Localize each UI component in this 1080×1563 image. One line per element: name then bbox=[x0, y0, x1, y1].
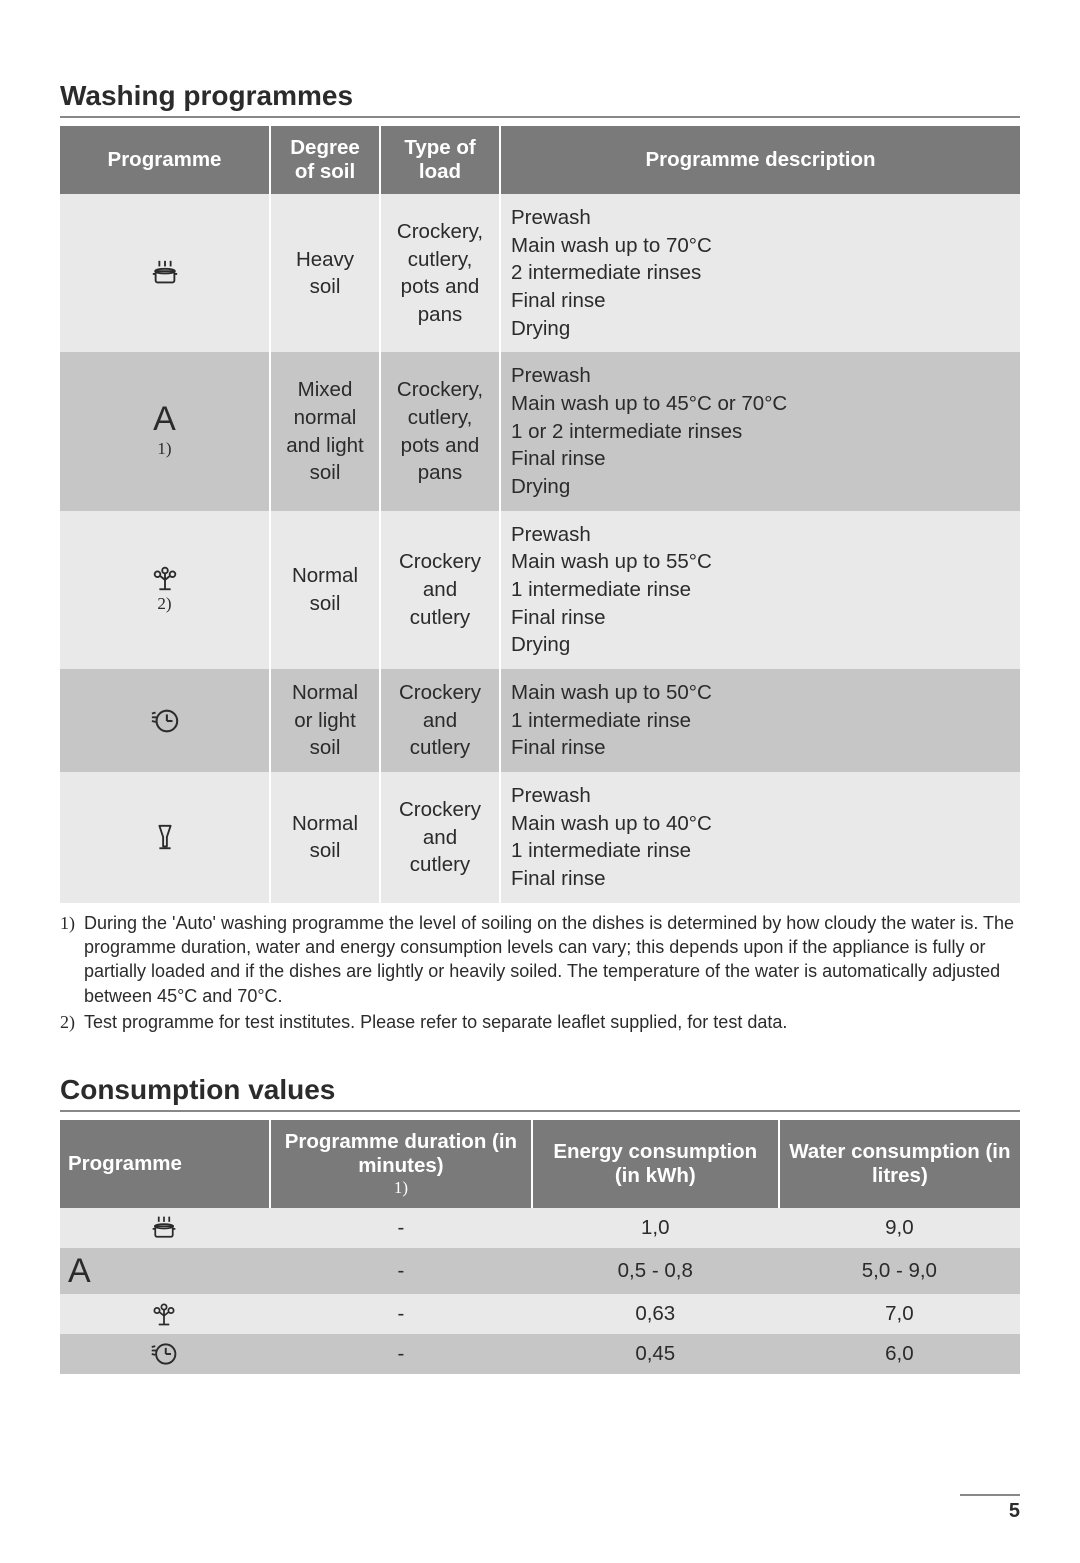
description-cell: PrewashMain wash up to 40°C1 intermediat… bbox=[500, 772, 1020, 903]
duration-cell: - bbox=[270, 1334, 532, 1374]
page-number: 5 bbox=[960, 1494, 1020, 1523]
soil-cell: Mixed normal and light soil bbox=[270, 352, 380, 510]
glass-icon bbox=[150, 822, 180, 852]
description-cell: PrewashMain wash up to 70°C2 intermediat… bbox=[500, 194, 1020, 352]
water-cell: 7,0 bbox=[779, 1294, 1020, 1334]
table-header-row: Programme Degree of soil Type of load Pr… bbox=[60, 126, 1020, 194]
soil-cell: Normal soil bbox=[270, 511, 380, 669]
consumption-values-heading: Consumption values bbox=[60, 1074, 1020, 1112]
washing-programmes-body: Heavy soilCrockery, cutlery, pots and pa… bbox=[60, 194, 1020, 903]
load-cell: Crockery and cutlery bbox=[380, 669, 500, 772]
programme-cell bbox=[60, 669, 270, 772]
soil-cell: Normal or light soil bbox=[270, 669, 380, 772]
programme-footnote-ref: 1) bbox=[70, 438, 259, 461]
col-programme: Programme bbox=[60, 1120, 270, 1208]
auto-programme-icon: А bbox=[153, 400, 176, 438]
footnote-number: 2) bbox=[60, 1010, 84, 1034]
footnote-text: During the 'Auto' washing programme the … bbox=[84, 911, 1020, 1008]
table-row: Heavy soilCrockery, cutlery, pots and pa… bbox=[60, 194, 1020, 352]
energy-cell: 0,5 - 0,8 bbox=[532, 1248, 779, 1294]
washing-programmes-table: Programme Degree of soil Type of load Pr… bbox=[60, 126, 1020, 903]
load-cell: Crockery and cutlery bbox=[380, 511, 500, 669]
col-energy: Energy consumption (in kWh) bbox=[532, 1120, 779, 1208]
consumption-values-table: Programme Programme duration (in minutes… bbox=[60, 1120, 1020, 1374]
quick-clock-icon bbox=[150, 706, 180, 736]
energy-cell: 0,45 bbox=[532, 1334, 779, 1374]
manual-page: Washing programmes Programme Degree of s… bbox=[0, 0, 1080, 1563]
table-row: Normal or light soilCrockery and cutlery… bbox=[60, 669, 1020, 772]
programme-cell bbox=[60, 1334, 270, 1374]
eco-flower-icon bbox=[150, 563, 180, 593]
energy-cell: 0,63 bbox=[532, 1294, 779, 1334]
footnote-text: Test programme for test institutes. Plea… bbox=[84, 1010, 1020, 1034]
duration-cell: - bbox=[270, 1248, 532, 1294]
soil-cell: Heavy soil bbox=[270, 194, 380, 352]
load-cell: Crockery, cutlery, pots and pans bbox=[380, 352, 500, 510]
load-cell: Crockery, cutlery, pots and pans bbox=[380, 194, 500, 352]
footnote: 2)Test programme for test institutes. Pl… bbox=[60, 1010, 1020, 1034]
table-row: -1,09,0 bbox=[60, 1208, 1020, 1248]
table-row: Normal soilCrockery and cutleryPrewashMa… bbox=[60, 772, 1020, 903]
water-cell: 9,0 bbox=[779, 1208, 1020, 1248]
footnote-number: 1) bbox=[60, 911, 84, 1008]
description-cell: PrewashMain wash up to 55°C1 intermediat… bbox=[500, 511, 1020, 669]
col-duration-footnote: 1) bbox=[279, 1178, 523, 1198]
eco-flower-icon bbox=[150, 1300, 178, 1328]
water-cell: 5,0 - 9,0 bbox=[779, 1248, 1020, 1294]
programme-cell: А bbox=[60, 1248, 270, 1294]
col-duration: Programme duration (in minutes) 1) bbox=[270, 1120, 532, 1208]
table-row: А1)Mixed normal and light soilCrockery, … bbox=[60, 352, 1020, 510]
programme-cell: 2) bbox=[60, 511, 270, 669]
table-row: -0,637,0 bbox=[60, 1294, 1020, 1334]
washing-footnotes: 1)During the 'Auto' washing programme th… bbox=[60, 911, 1020, 1034]
programme-cell bbox=[60, 772, 270, 903]
footnote: 1)During the 'Auto' washing programme th… bbox=[60, 911, 1020, 1008]
pot-icon bbox=[150, 258, 180, 288]
duration-cell: - bbox=[270, 1208, 532, 1248]
col-programme: Programme bbox=[60, 126, 270, 194]
consumption-values-body: -1,09,0А-0,5 - 0,85,0 - 9,0-0,637,0-0,45… bbox=[60, 1208, 1020, 1374]
programme-cell bbox=[60, 1294, 270, 1334]
description-cell: PrewashMain wash up to 45°C or 70°C1 or … bbox=[500, 352, 1020, 510]
table-header-row: Programme Programme duration (in minutes… bbox=[60, 1120, 1020, 1208]
description-cell: Main wash up to 50°C1 intermediate rinse… bbox=[500, 669, 1020, 772]
soil-cell: Normal soil bbox=[270, 772, 380, 903]
col-water: Water consumption (in litres) bbox=[779, 1120, 1020, 1208]
load-cell: Crockery and cutlery bbox=[380, 772, 500, 903]
programme-footnote-ref: 2) bbox=[70, 593, 259, 616]
duration-cell: - bbox=[270, 1294, 532, 1334]
col-soil: Degree of soil bbox=[270, 126, 380, 194]
col-description: Programme description bbox=[500, 126, 1020, 194]
programme-cell bbox=[60, 1208, 270, 1248]
programme-cell: А1) bbox=[60, 352, 270, 510]
quick-clock-icon bbox=[150, 1340, 178, 1368]
col-load: Type of load bbox=[380, 126, 500, 194]
table-row: 2) Normal soilCrockery and cutleryPrewash… bbox=[60, 511, 1020, 669]
programme-cell bbox=[60, 194, 270, 352]
washing-programmes-heading: Washing programmes bbox=[60, 80, 1020, 118]
col-duration-label: Programme duration (in minutes) bbox=[285, 1130, 517, 1177]
water-cell: 6,0 bbox=[779, 1334, 1020, 1374]
table-row: -0,456,0 bbox=[60, 1334, 1020, 1374]
energy-cell: 1,0 bbox=[532, 1208, 779, 1248]
pot-icon bbox=[150, 1214, 178, 1242]
auto-programme-icon: А bbox=[68, 1252, 91, 1290]
table-row: А -0,5 - 0,85,0 - 9,0 bbox=[60, 1248, 1020, 1294]
